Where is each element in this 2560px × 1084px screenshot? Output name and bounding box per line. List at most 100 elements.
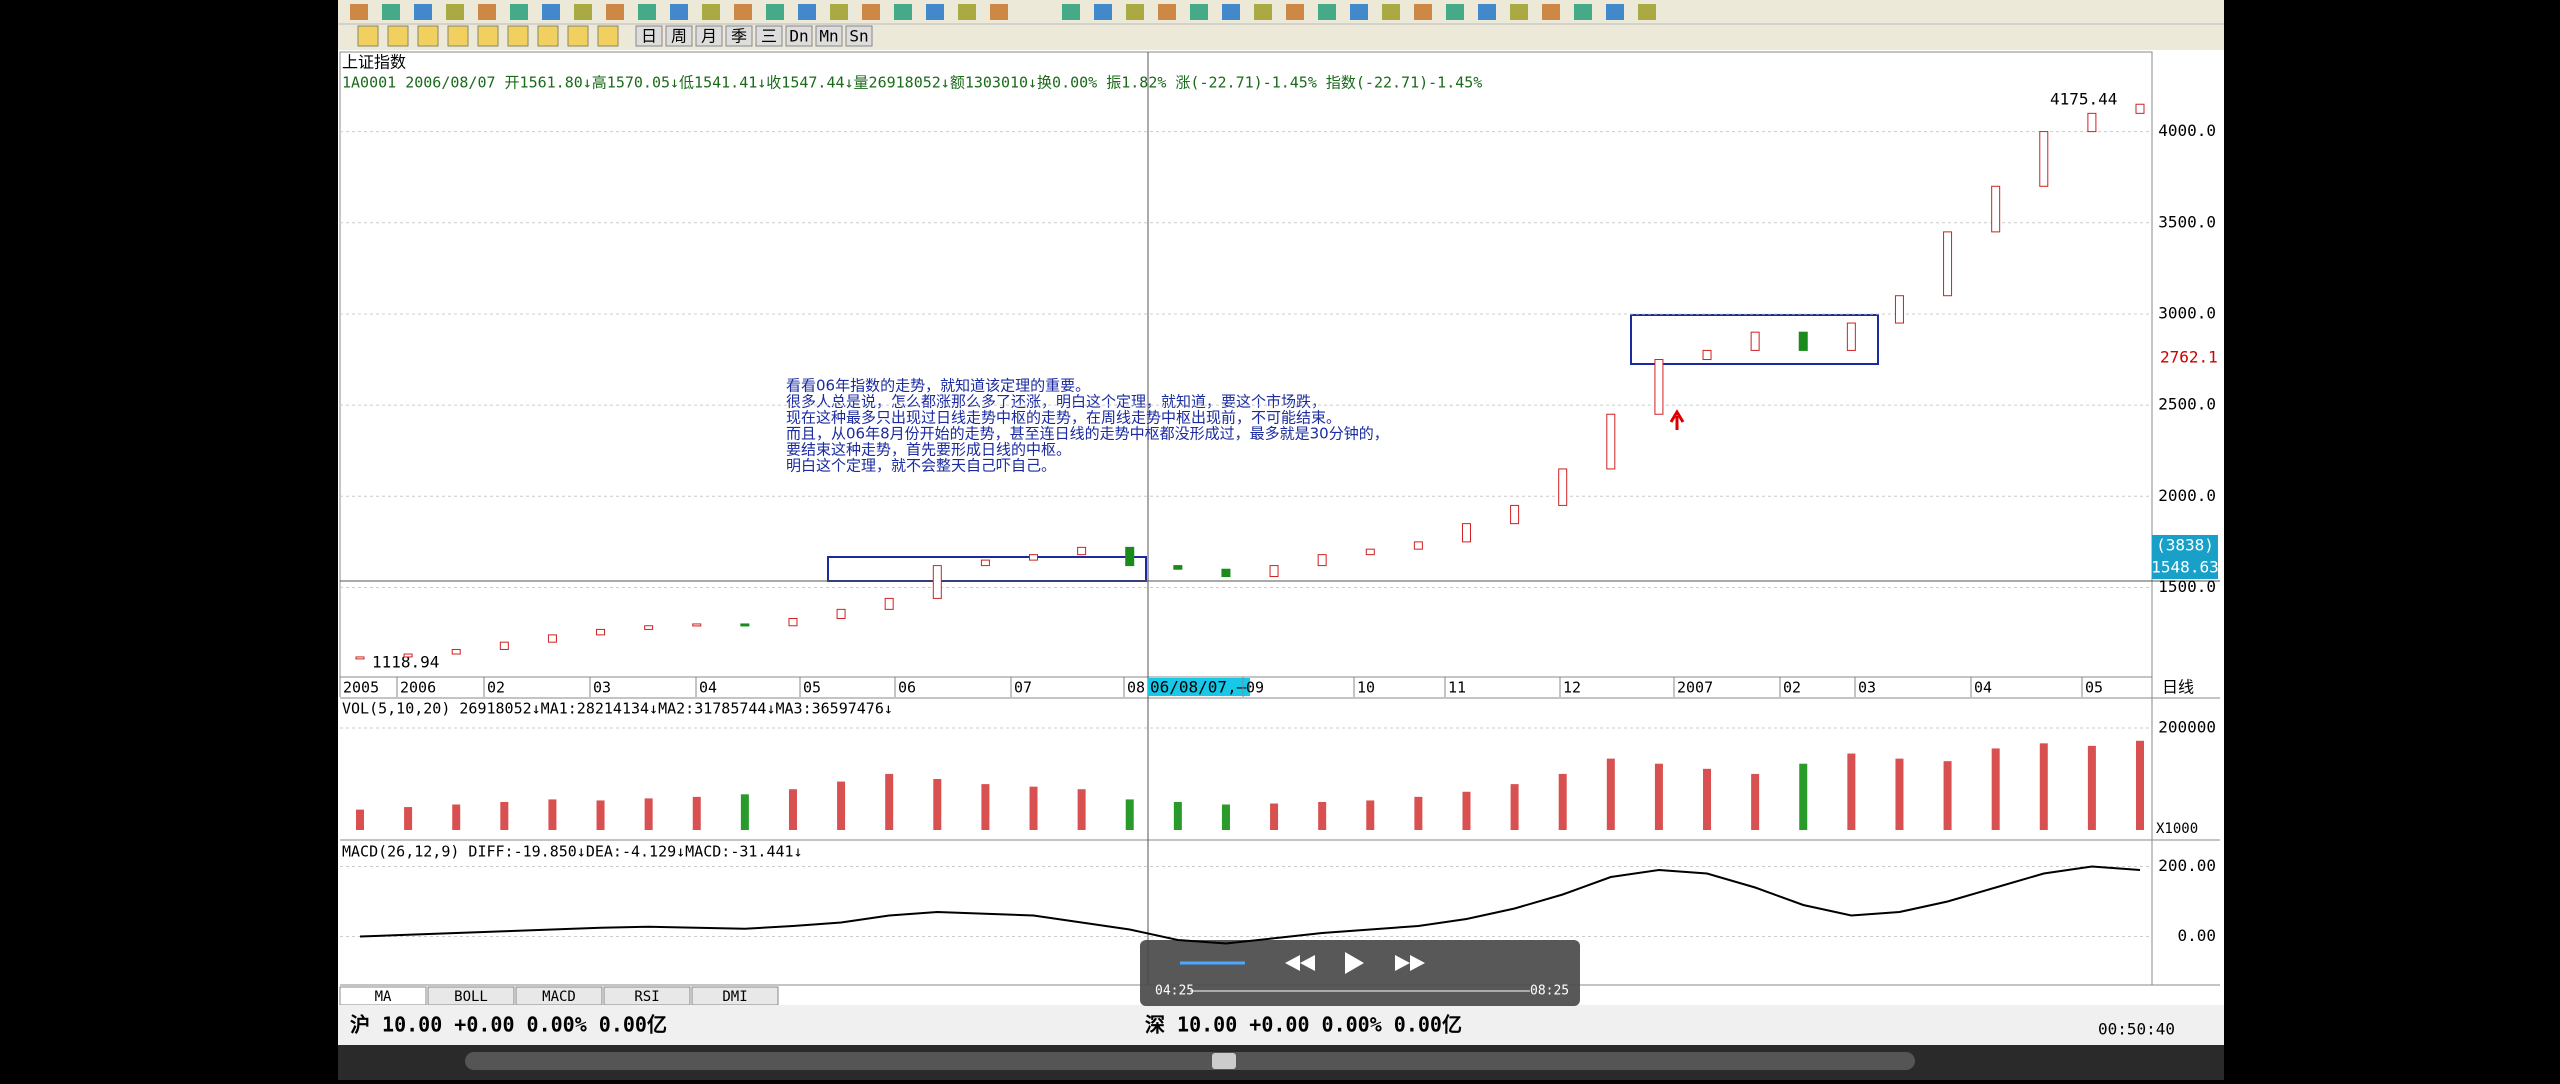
x-tick-label: 03 [593, 679, 611, 697]
x-tick-label: 05 [2085, 679, 2103, 697]
volume-bar [692, 796, 701, 830]
tool-icon[interactable] [537, 25, 559, 47]
period-button[interactable] [725, 25, 753, 47]
volume-bar [1606, 758, 1615, 830]
tool-icon[interactable] [1478, 4, 1496, 20]
tool-icon[interactable] [1222, 4, 1240, 20]
tool-icon[interactable] [1350, 4, 1368, 20]
tool-icon[interactable] [1094, 4, 1112, 20]
tool-icon[interactable] [567, 25, 589, 47]
tool-icon[interactable] [1190, 4, 1208, 20]
tab-label: DMI [722, 989, 747, 1005]
tool-icon[interactable] [1542, 4, 1560, 20]
forward-button[interactable] [1395, 955, 1425, 971]
tool-icon[interactable] [1446, 4, 1464, 20]
tool-icon[interactable] [1254, 4, 1272, 20]
tool-icon[interactable] [414, 4, 432, 20]
volume-bar [1847, 753, 1856, 830]
tool-icon[interactable] [1158, 4, 1176, 20]
candle [884, 597, 894, 610]
candle [1702, 349, 1712, 361]
tool-icon[interactable] [1318, 4, 1336, 20]
tool-icon[interactable] [926, 4, 944, 20]
annotation-line: 看看06年指数的走势，就知道该定理的重要。 [786, 377, 1090, 395]
period-label: 日 [641, 27, 657, 46]
volume-bar [1510, 784, 1519, 830]
volume-bar [1943, 761, 1952, 830]
tool-icon[interactable] [1382, 4, 1400, 20]
period-button[interactable] [815, 25, 843, 47]
candle [355, 656, 365, 660]
period-button[interactable] [845, 25, 873, 47]
tool-icon[interactable] [670, 4, 688, 20]
tool-icon[interactable] [597, 25, 619, 47]
tool-icon[interactable] [1606, 4, 1624, 20]
x-tick-label: 08 [1127, 679, 1145, 697]
y-tick-label: 1500.0 [2158, 577, 2216, 596]
tool-icon[interactable] [606, 4, 624, 20]
candle [788, 617, 798, 627]
tool-icon[interactable] [510, 4, 528, 20]
tool-icon[interactable] [798, 4, 816, 20]
tool-icon[interactable] [507, 25, 529, 47]
total-time: 08:25 [1530, 984, 1569, 999]
period-button[interactable] [665, 25, 693, 47]
tool-icon[interactable] [830, 4, 848, 20]
tool-icon[interactable] [990, 4, 1008, 20]
candle [1991, 185, 2001, 233]
tool-icon[interactable] [1126, 4, 1144, 20]
tool-icon[interactable] [702, 4, 720, 20]
tool-icon[interactable] [350, 4, 368, 20]
period-button[interactable] [755, 25, 783, 47]
indicator-tabs: MA BOLL MACD RSI DMI [339, 986, 779, 1006]
app-window [338, 0, 2224, 1080]
tool-icon[interactable] [542, 4, 560, 20]
tool-icon[interactable] [862, 4, 880, 20]
candle [2135, 103, 2145, 114]
candle [596, 628, 606, 636]
tool-icon[interactable] [1286, 4, 1304, 20]
seek-track[interactable] [465, 1052, 1915, 1070]
volume-bar [1366, 800, 1375, 830]
candle [403, 653, 413, 658]
candle [1654, 359, 1664, 415]
tool-icon[interactable] [958, 4, 976, 20]
tool-icon[interactable] [477, 25, 499, 47]
tool-icon[interactable] [357, 25, 379, 47]
tool-icon[interactable] [1638, 4, 1656, 20]
tool-icon[interactable] [417, 25, 439, 47]
tool-icon[interactable] [1574, 4, 1592, 20]
period-label: 周 [671, 27, 687, 46]
up-arrow [1669, 409, 1685, 430]
tool-icon[interactable] [766, 4, 784, 20]
volume-bar [788, 789, 797, 830]
tool-icon[interactable] [574, 4, 592, 20]
tool-icon[interactable] [1062, 4, 1080, 20]
candle [740, 623, 750, 627]
tool-icon[interactable] [446, 4, 464, 20]
volume-bar [1414, 796, 1423, 830]
tool-icon[interactable] [387, 25, 409, 47]
cursor-price: 1548.63 [2151, 558, 2218, 577]
tool-icon[interactable] [1510, 4, 1528, 20]
seek-thumb[interactable] [1212, 1053, 1236, 1069]
tool-icon[interactable] [382, 4, 400, 20]
play-button[interactable] [1345, 952, 1364, 974]
tool-icon[interactable] [734, 4, 752, 20]
volume-bar [500, 801, 509, 830]
volume-bar [933, 779, 942, 830]
period-button[interactable] [785, 25, 813, 47]
tool-icon[interactable] [1414, 4, 1432, 20]
tool-icon[interactable] [894, 4, 912, 20]
period-button[interactable] [635, 25, 663, 47]
candle [1943, 231, 1953, 297]
annotation: 看看06年指数的走势，就知道该定理的重要。很多人总是说，怎么都涨那么多了还涨，明… [786, 377, 1389, 475]
tool-icon[interactable] [638, 4, 656, 20]
tool-icon[interactable] [478, 4, 496, 20]
period-button[interactable] [695, 25, 723, 47]
quote-info: 1A0001 2006/08/07 开1561.80↓高1570.05↓低154… [342, 74, 1482, 92]
rewind-button[interactable] [1285, 955, 1315, 971]
period-label: 日线 [2162, 678, 2194, 697]
tool-icon[interactable] [447, 25, 469, 47]
